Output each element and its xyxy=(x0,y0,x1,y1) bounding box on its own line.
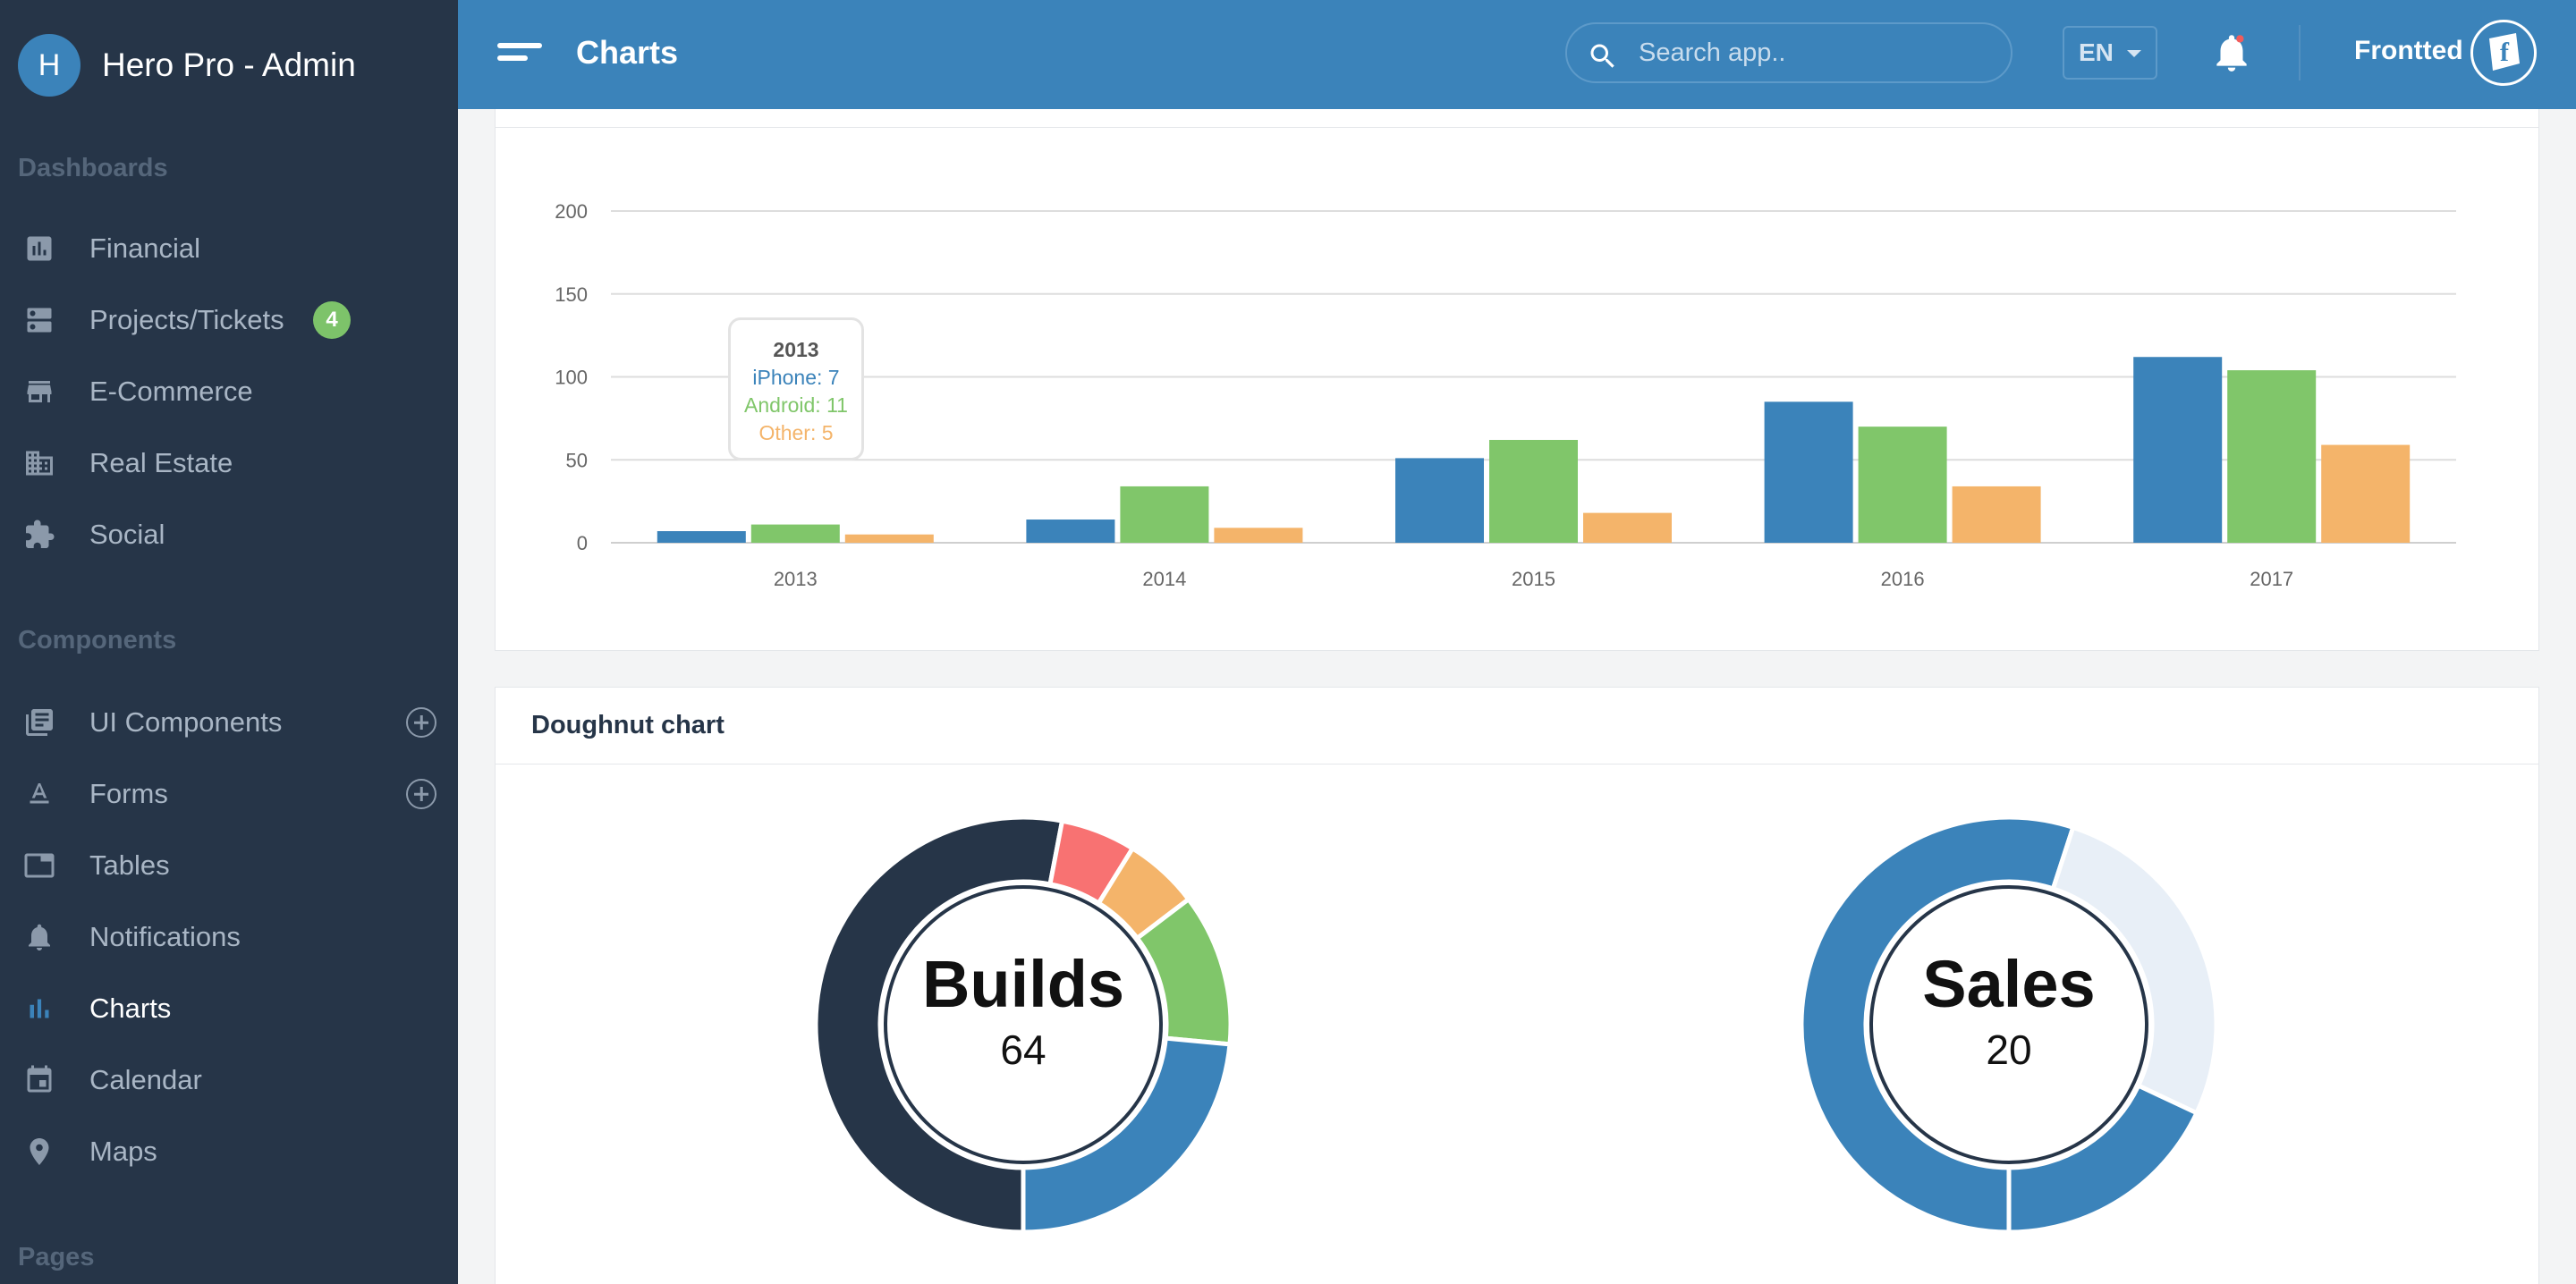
sidebar-item-notifications[interactable]: Notifications xyxy=(0,905,458,969)
sidebar-item-real-estate[interactable]: Real Estate xyxy=(0,431,458,495)
brand-logo: H xyxy=(18,34,80,97)
notifications-bell-icon[interactable] xyxy=(2209,30,2254,75)
sidebar-item-label: Notifications xyxy=(89,921,241,952)
user-name[interactable]: Frontted xyxy=(2354,36,2463,65)
menu-toggle-icon[interactable] xyxy=(497,41,542,68)
building-icon xyxy=(21,445,57,481)
tooltip-line-android: Android: 11 xyxy=(744,393,848,417)
avatar[interactable]: f xyxy=(2470,20,2537,86)
sidebar-item-maps[interactable]: Maps xyxy=(0,1119,458,1184)
builds-center-label: Builds 64 xyxy=(898,946,1148,1074)
section-components: Components xyxy=(18,626,177,655)
map-pin-icon xyxy=(21,1134,57,1170)
expand-plus-icon[interactable] xyxy=(406,779,436,809)
sidebar-item-label: Maps xyxy=(89,1136,157,1167)
calendar-icon xyxy=(21,1062,57,1098)
sales-title: Sales xyxy=(1922,947,2096,1021)
chevron-down-icon xyxy=(2127,50,2141,57)
sidebar-item-label: Financial xyxy=(89,232,201,264)
frontted-logo-icon: f xyxy=(2489,33,2520,71)
language-value: EN xyxy=(2079,38,2114,66)
builds-value: 64 xyxy=(1000,1026,1046,1073)
tooltip-line-iphone: iPhone: 7 xyxy=(752,366,840,389)
sidebar-item-label: E-Commerce xyxy=(89,376,253,407)
sidebar-item-social[interactable]: Social xyxy=(0,503,458,567)
search-input[interactable] xyxy=(1639,24,1996,81)
library-icon xyxy=(21,705,57,740)
section-dashboards: Dashboards xyxy=(18,154,168,182)
sales-value: 20 xyxy=(1986,1026,2032,1073)
search-box[interactable] xyxy=(1565,22,2012,83)
sidebar-item-ecommerce[interactable]: E-Commerce xyxy=(0,359,458,424)
sidebar-item-charts[interactable]: Charts xyxy=(0,976,458,1041)
sidebar-item-label: Forms xyxy=(89,778,168,809)
tooltip-title: 2013 xyxy=(773,338,819,361)
section-pages: Pages xyxy=(18,1243,95,1271)
tickets-count-badge: 4 xyxy=(313,301,351,339)
sales-center-label: Sales 20 xyxy=(1884,946,2134,1074)
sidebar-item-ui-components[interactable]: UI Components xyxy=(0,690,458,755)
bell-icon xyxy=(21,919,57,955)
bar-chart-icon xyxy=(21,991,57,1026)
language-select[interactable]: EN xyxy=(2063,26,2157,80)
doughnut-chart-panel: Doughnut chart xyxy=(495,687,2539,1284)
chart-tooltip: 2013 iPhone: 7 Android: 11 Other: 5 xyxy=(728,317,864,460)
sidebar-item-financial[interactable]: Financial xyxy=(0,216,458,281)
top-bar: Charts EN Frontted f xyxy=(458,0,2576,109)
search-icon xyxy=(1587,40,1619,77)
svg-text:f: f xyxy=(2500,38,2510,67)
sidebar: H Hero Pro - Admin Dashboards Financial … xyxy=(0,0,458,1284)
text-format-icon xyxy=(21,776,57,812)
sidebar-item-tables[interactable]: Tables xyxy=(0,833,458,898)
bar-chart-icon xyxy=(21,231,57,266)
page-title: Charts xyxy=(576,34,679,71)
server-icon xyxy=(21,302,57,338)
sidebar-item-calendar[interactable]: Calendar xyxy=(0,1048,458,1112)
header-divider xyxy=(2299,25,2301,80)
builds-title: Builds xyxy=(921,947,1125,1021)
doughnut-panel-title: Doughnut chart xyxy=(496,688,2538,764)
puzzle-icon xyxy=(21,517,57,553)
sidebar-item-label: Calendar xyxy=(89,1064,202,1095)
sidebar-item-label: Projects/Tickets xyxy=(89,304,284,335)
expand-plus-icon[interactable] xyxy=(406,707,436,738)
brand-title: Hero Pro - Admin xyxy=(102,46,356,83)
sidebar-item-label: Tables xyxy=(89,849,170,881)
sidebar-item-label: Charts xyxy=(89,993,172,1024)
sidebar-item-forms[interactable]: Forms xyxy=(0,762,458,826)
sidebar-item-projects[interactable]: Projects/Tickets 4 xyxy=(0,288,458,352)
sidebar-item-label: Real Estate xyxy=(89,447,233,478)
panel-divider xyxy=(496,127,2538,128)
store-icon xyxy=(21,374,57,410)
tab-icon xyxy=(21,848,57,883)
brand[interactable]: H Hero Pro - Admin xyxy=(0,0,458,131)
sidebar-item-label: Social xyxy=(89,519,165,550)
tooltip-line-other: Other: 5 xyxy=(758,421,834,444)
sidebar-item-label: UI Components xyxy=(89,706,283,738)
